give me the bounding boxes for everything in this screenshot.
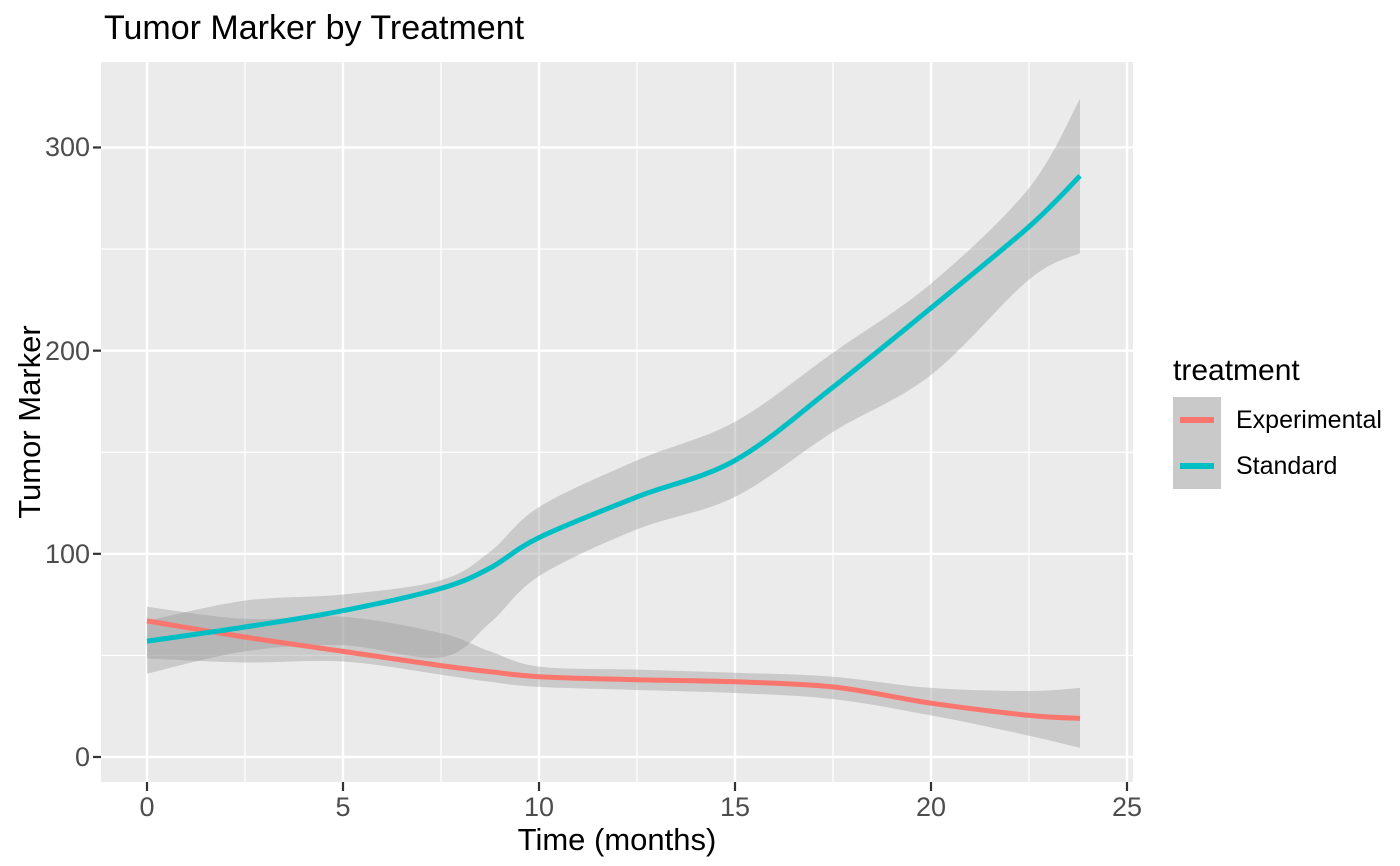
y-tick-label-200: 200	[44, 335, 90, 366]
legend-label-standard: Standard	[1236, 451, 1338, 480]
experimental-smooth-line	[146, 618, 1081, 721]
legend-key-standard	[1173, 443, 1221, 489]
x-tick-label-20: 20	[915, 792, 947, 822]
plot-panel	[101, 62, 1133, 782]
standard-smooth-line	[146, 174, 1082, 644]
y-tick-label-100: 100	[44, 538, 90, 569]
x-tick-label-25: 25	[1111, 792, 1143, 822]
legend-entry-experimental: Experimental	[1173, 397, 1382, 443]
axis-tick-marks	[93, 146, 1129, 791]
grid-minor	[101, 62, 1133, 782]
plot-title: Tumor Marker by Treatment	[104, 9, 525, 47]
legend: treatment Experimental Standard	[1173, 353, 1382, 489]
legend-key-line-icon	[1180, 463, 1214, 469]
legend-label-experimental: Experimental	[1236, 405, 1382, 434]
standard-ci-ribbon	[147, 98, 1080, 674]
smooth-lines	[146, 174, 1082, 721]
legend-items: Experimental Standard	[1173, 397, 1382, 489]
x-axis-title: Time (months)	[517, 822, 717, 857]
x-tick-label-10: 10	[523, 792, 555, 822]
y-tick-label-0: 0	[74, 742, 90, 772]
legend-entry-standard: Standard	[1173, 443, 1382, 489]
legend-key-experimental	[1173, 397, 1221, 443]
legend-key-line-icon	[1180, 417, 1214, 423]
grid-major	[101, 62, 1133, 782]
y-tick-label-300: 300	[44, 132, 90, 163]
x-tick-label-15: 15	[719, 792, 751, 822]
x-tick-label-5: 5	[335, 792, 351, 822]
legend-title: treatment	[1173, 354, 1300, 387]
x-tick-label-0: 0	[139, 792, 155, 822]
